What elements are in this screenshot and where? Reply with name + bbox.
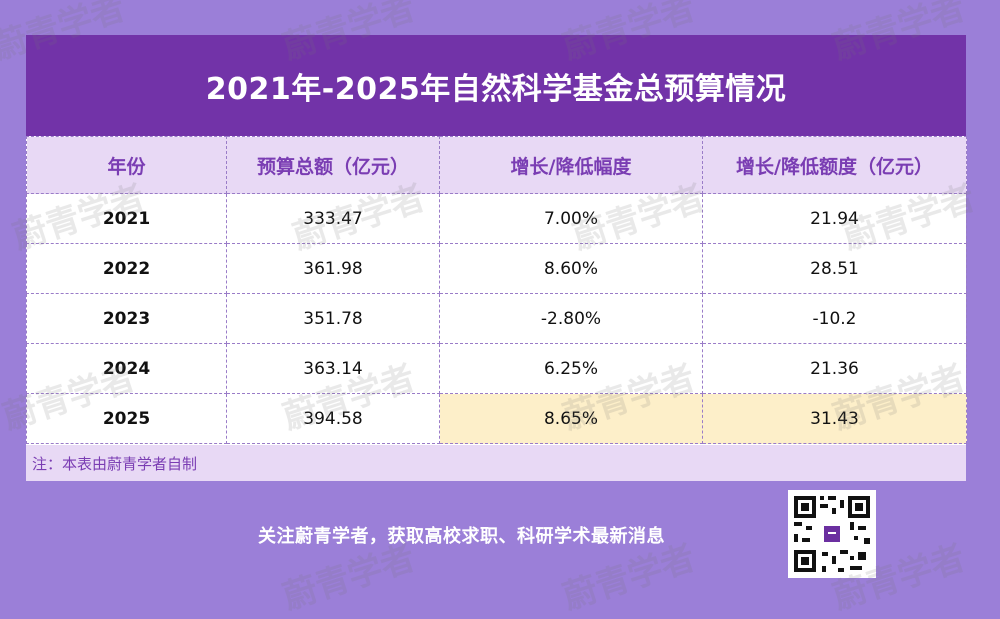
cell-amount: 28.51 bbox=[702, 243, 967, 294]
cell-amount: 21.94 bbox=[702, 193, 967, 244]
header-total: 预算总额（亿元） bbox=[226, 136, 440, 194]
table-row: 2025 394.58 8.65% 31.43 bbox=[26, 393, 967, 444]
cell-amount: 21.36 bbox=[702, 343, 967, 394]
cell-rate-highlighted: 8.65% bbox=[439, 393, 703, 444]
qr-code-icon bbox=[788, 490, 876, 578]
budget-table: 年份 预算总额（亿元） 增长/降低幅度 增长/降低额度（亿元） 2021 333… bbox=[26, 136, 967, 444]
cell-rate: 6.25% bbox=[439, 343, 703, 394]
cell-total: 333.47 bbox=[226, 193, 440, 244]
table-row: 2021 333.47 7.00% 21.94 bbox=[26, 193, 967, 244]
cell-rate: 7.00% bbox=[439, 193, 703, 244]
table-note: 注：本表由蔚青学者自制 bbox=[32, 454, 198, 473]
cell-year: 2024 bbox=[26, 343, 227, 394]
cell-year: 2023 bbox=[26, 293, 227, 344]
footer-follow-text: 关注蔚青学者，获取高校求职、科研学术最新消息 bbox=[258, 526, 665, 547]
cell-rate: 8.60% bbox=[439, 243, 703, 294]
cell-amount: -10.2 bbox=[702, 293, 967, 344]
table-header-row: 年份 预算总额（亿元） 增长/降低幅度 增长/降低额度（亿元） bbox=[26, 136, 967, 194]
cell-total: 394.58 bbox=[226, 393, 440, 444]
header-amount: 增长/降低额度（亿元） bbox=[702, 136, 967, 194]
cell-amount-highlighted: 31.43 bbox=[702, 393, 967, 444]
header-year: 年份 bbox=[26, 136, 227, 194]
table-row: 2023 351.78 -2.80% -10.2 bbox=[26, 293, 967, 344]
cell-year: 2025 bbox=[26, 393, 227, 444]
cell-total: 363.14 bbox=[226, 343, 440, 394]
table-row: 2022 361.98 8.60% 28.51 bbox=[26, 243, 967, 294]
page-title: 2021年-2025年自然科学基金总预算情况 bbox=[205, 71, 787, 107]
cell-rate: -2.80% bbox=[439, 293, 703, 344]
budget-card: 2021年-2025年自然科学基金总预算情况 年份 预算总额（亿元） 增长/降低… bbox=[26, 35, 967, 481]
cell-total: 351.78 bbox=[226, 293, 440, 344]
cell-year: 2022 bbox=[26, 243, 227, 294]
title-bar: 2021年-2025年自然科学基金总预算情况 bbox=[26, 35, 966, 136]
cell-total: 361.98 bbox=[226, 243, 440, 294]
header-rate: 增长/降低幅度 bbox=[439, 136, 703, 194]
cell-year: 2021 bbox=[26, 193, 227, 244]
table-row: 2024 363.14 6.25% 21.36 bbox=[26, 343, 967, 394]
note-bar: 注：本表由蔚青学者自制 bbox=[26, 445, 966, 481]
